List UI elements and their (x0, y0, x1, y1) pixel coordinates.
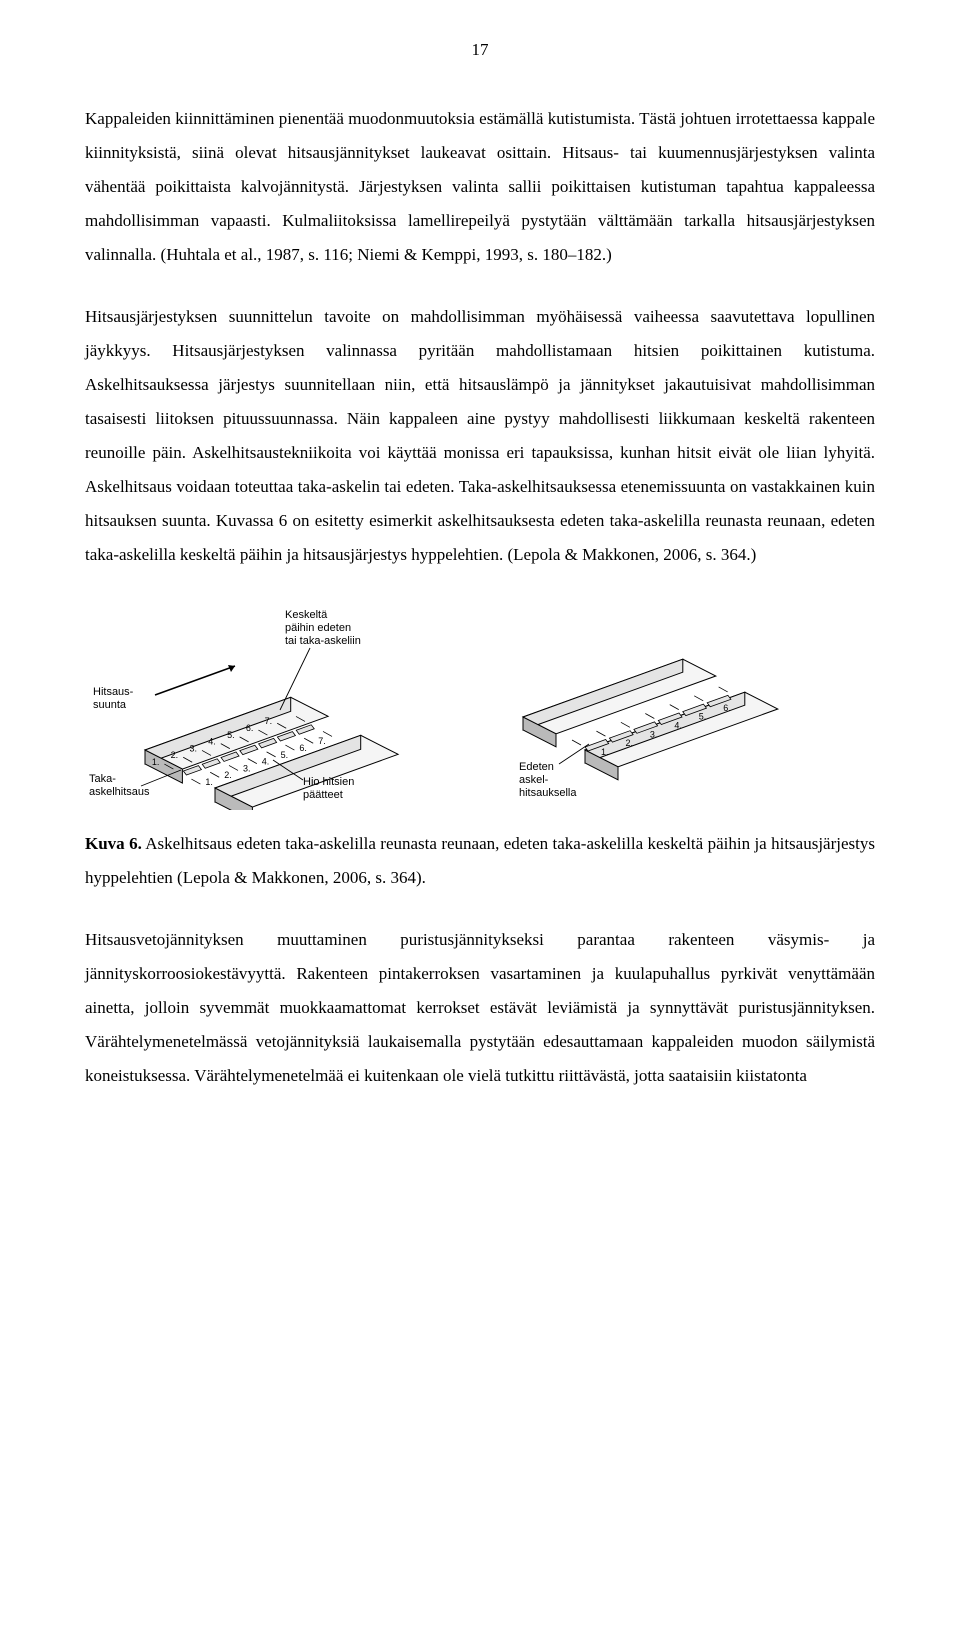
page-number: 17 (85, 40, 875, 60)
svg-text:askel-: askel- (519, 774, 549, 786)
figure-6-caption: Kuva 6. Askelhitsaus edeten taka-askelil… (85, 827, 875, 895)
svg-text:Edeten: Edeten (519, 761, 554, 773)
page: 17 Kappaleiden kiinnittäminen pienentää … (0, 0, 960, 1161)
svg-text:3.: 3. (189, 743, 197, 753)
svg-text:Hio hitsien: Hio hitsien (303, 776, 354, 788)
svg-text:askelhitsaus: askelhitsaus (89, 786, 150, 798)
svg-text:1.: 1. (205, 777, 213, 787)
svg-text:6.: 6. (723, 703, 731, 713)
paragraph-1: Kappaleiden kiinnittäminen pienentää muo… (85, 102, 875, 272)
svg-text:7.: 7. (265, 716, 273, 726)
svg-text:2.: 2. (625, 738, 633, 748)
diagram-right: 1. 2. 3. 4. 5. 6. Edetenaskel-hitsauksella (483, 622, 783, 802)
svg-text:5.: 5. (227, 730, 235, 740)
svg-text:6.: 6. (246, 723, 254, 733)
svg-text:1.: 1. (152, 757, 160, 767)
svg-text:4.: 4. (208, 737, 216, 747)
figure-6-row: 1. 2. 3. 4. 5. 6. 7. 1. 2. 3. 4. 5. 6. 7. Keskeltäpäih… (85, 600, 875, 815)
svg-text:5.: 5. (281, 750, 289, 760)
svg-text:3.: 3. (650, 729, 658, 739)
paragraph-2: Hitsausjärjestyksen suunnittelun tavoite… (85, 300, 875, 572)
figure-6-left: 1. 2. 3. 4. 5. 6. 7. 1. 2. 3. 4. 5. 6. 7. Keskeltäpäih… (85, 600, 465, 815)
svg-text:päätteet: päätteet (303, 789, 343, 801)
svg-text:3.: 3. (243, 763, 251, 773)
svg-text:7.: 7. (318, 736, 326, 746)
svg-text:Hitsaus-: Hitsaus- (93, 686, 134, 698)
diagram-left: 1. 2. 3. 4. 5. 6. 7. 1. 2. 3. 4. 5. 6. 7. Keskeltäpäih… (85, 600, 465, 810)
svg-text:4.: 4. (674, 720, 682, 730)
figure-6-caption-rest: Askelhitsaus edeten taka-askelilla reuna… (85, 834, 875, 887)
svg-text:tai taka-askeliin: tai taka-askeliin (285, 635, 361, 647)
svg-text:päihin edeten: päihin edeten (285, 622, 351, 634)
svg-text:suunta: suunta (93, 699, 127, 711)
svg-text:4.: 4. (262, 757, 270, 767)
svg-text:6.: 6. (299, 743, 307, 753)
figure-6-right: 1. 2. 3. 4. 5. 6. Edetenaskel-hitsauksella (483, 600, 783, 815)
svg-text:1.: 1. (601, 747, 609, 757)
paragraph-3: Hitsausvetojännityksen muuttaminen puris… (85, 923, 875, 1093)
svg-text:Taka-: Taka- (89, 773, 116, 785)
svg-text:Keskeltä: Keskeltä (285, 609, 328, 621)
svg-text:hitsauksella: hitsauksella (519, 787, 577, 799)
svg-text:2.: 2. (224, 770, 232, 780)
figure-6-caption-bold: Kuva 6. (85, 834, 142, 853)
svg-text:5.: 5. (699, 712, 707, 722)
svg-text:2.: 2. (171, 750, 179, 760)
